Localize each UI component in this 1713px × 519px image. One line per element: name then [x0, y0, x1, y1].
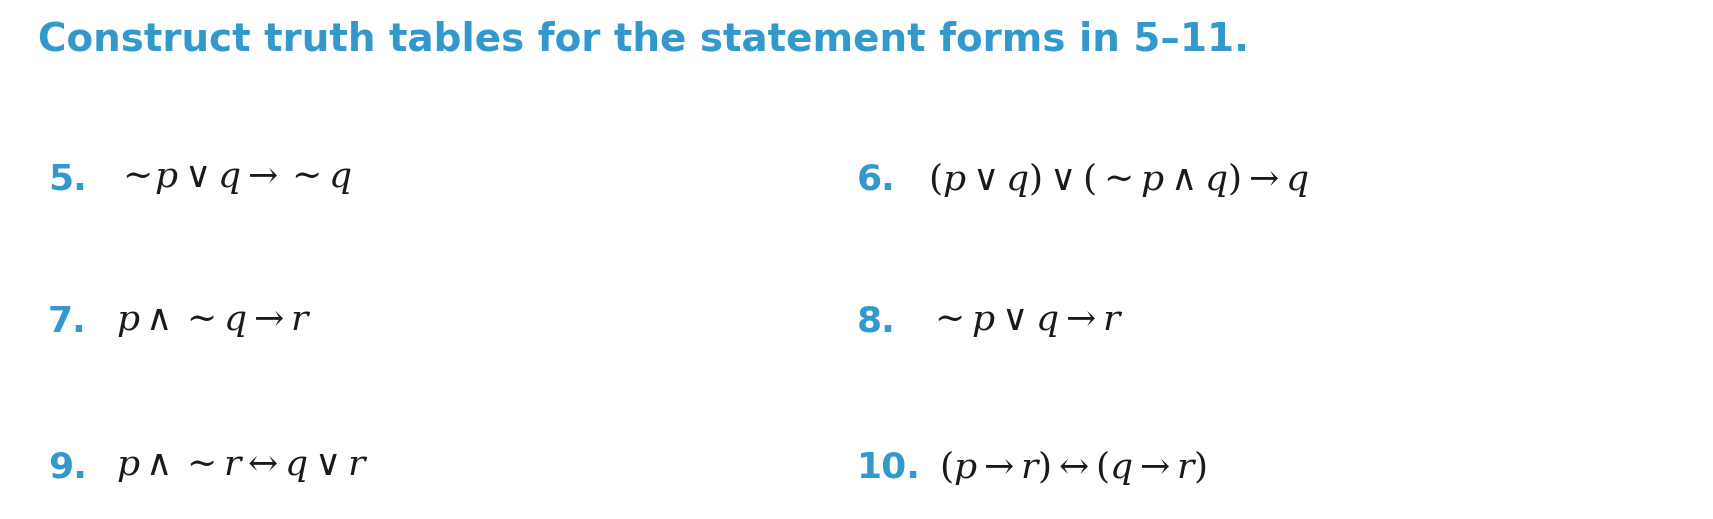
Text: 10.: 10.: [856, 450, 920, 484]
Text: Construct truth tables for the statement forms in 5–11.: Construct truth tables for the statement…: [38, 21, 1249, 59]
Text: ${\sim}p \vee q \rightarrow r$: ${\sim}p \vee q \rightarrow r$: [928, 305, 1124, 339]
Text: 8.: 8.: [856, 305, 896, 339]
Text: $p \wedge {\sim}r \leftrightarrow q \vee r$: $p \wedge {\sim}r \leftrightarrow q \vee…: [116, 450, 370, 484]
Text: $\sim\!p \vee q \rightarrow {\sim}q$: $\sim\!p \vee q \rightarrow {\sim}q$: [116, 162, 353, 196]
Text: 7.: 7.: [48, 305, 87, 339]
Text: $p \wedge {\sim}q \rightarrow r$: $p \wedge {\sim}q \rightarrow r$: [116, 305, 312, 339]
Text: 9.: 9.: [48, 450, 87, 484]
Text: 5.: 5.: [48, 162, 87, 196]
Text: $(p \vee q) \vee ({\sim}p \wedge q) \rightarrow q$: $(p \vee q) \vee ({\sim}p \wedge q) \rig…: [928, 159, 1309, 199]
Text: $(p \rightarrow r) \leftrightarrow (q \rightarrow r)$: $(p \rightarrow r) \leftrightarrow (q \r…: [939, 447, 1208, 487]
Text: 6.: 6.: [856, 162, 896, 196]
